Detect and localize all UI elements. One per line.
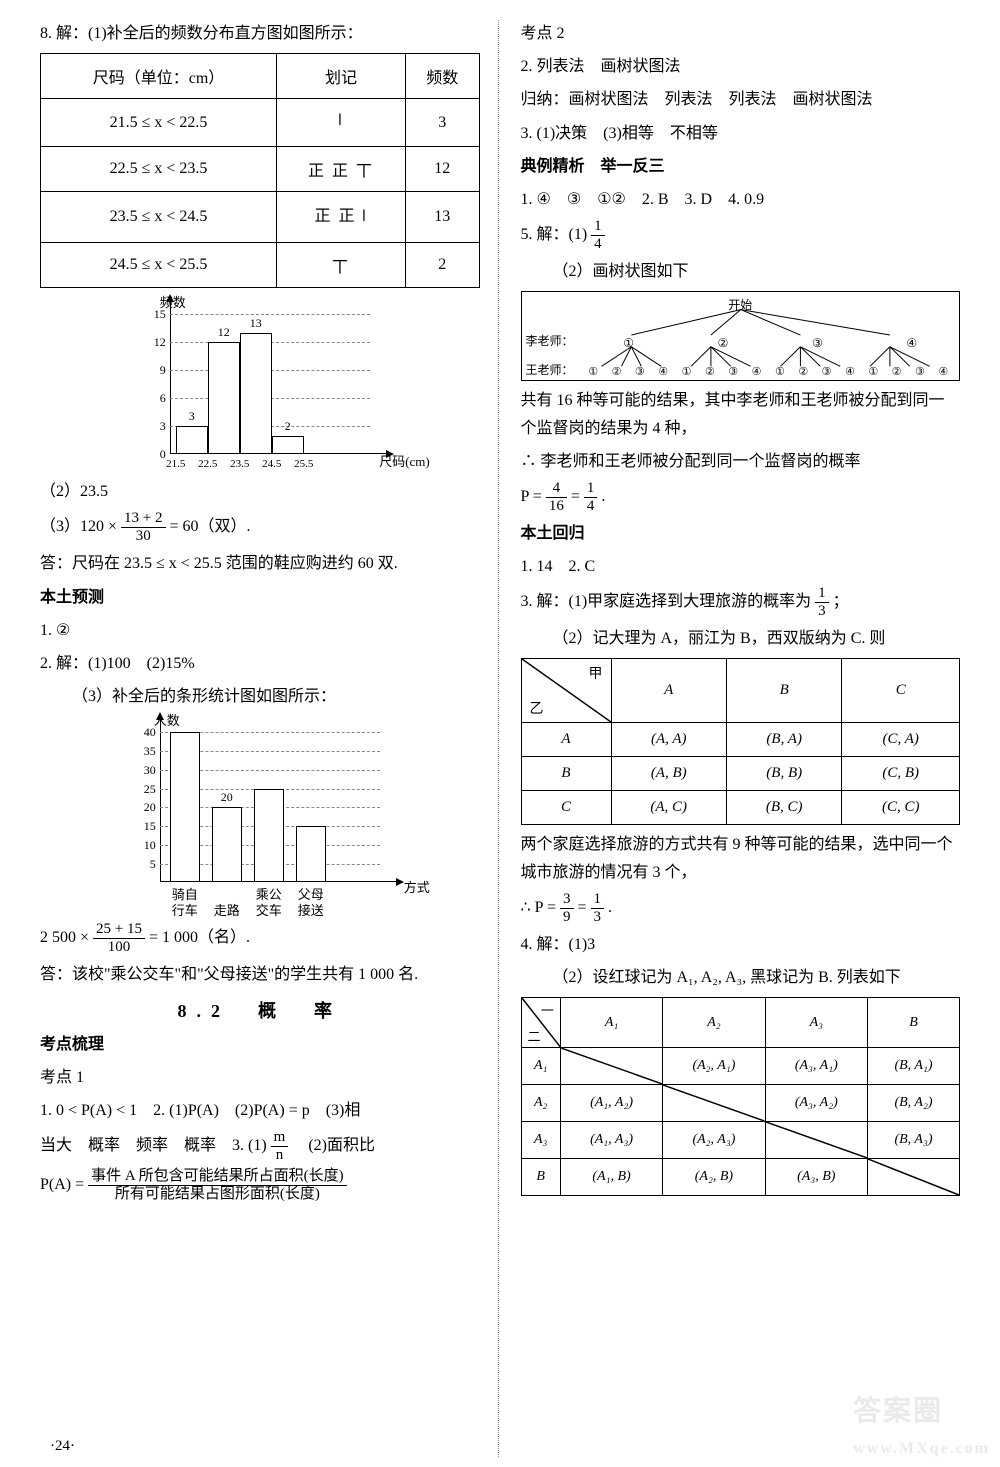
kd2-l3: 3. (1)决策 (3)相等 不相等 — [521, 120, 961, 147]
tree-root: 开始 — [728, 296, 752, 313]
dljx-title: 典例精析 举一反三 — [521, 153, 961, 180]
bthg-title: 本土回归 — [521, 520, 961, 547]
th-freq: 频数 — [405, 54, 479, 99]
hist-bar — [240, 333, 272, 454]
kd1-l2: 当大 概率 频率 概率 3. (1) mn (2)面积比 — [40, 1130, 480, 1163]
q4-2: （2）设红球记为 A₁, A₂, A₃, 黑球记为 B. 列表如下 — [521, 964, 961, 991]
page-number: ·24· — [50, 1438, 75, 1455]
diag-cell: 甲 乙 — [521, 659, 611, 723]
hist-bar — [176, 426, 208, 454]
t3-t1: 两个家庭选择旅游的方式共有 9 种等可能的结果，选中同一个城市旅游的情况有 3 … — [521, 831, 961, 885]
kd1-title: 考点 1 — [40, 1064, 480, 1091]
tree-p: P = 416 = 14 . — [521, 481, 961, 514]
section-title-8-2: 8.2 概 率 — [40, 997, 480, 1023]
bar2-bar — [212, 807, 242, 882]
table-balls: 一 二 A₁ A₂ A₃ B A₁ (A₂, A₁) (A₃, A₁) (B, … — [521, 997, 961, 1196]
th-tally: 划记 — [277, 54, 406, 99]
yuce-2-2: （3）补全后的条形统计图如图所示： — [40, 683, 480, 710]
ans-3-text: 答：尺码在 23.5 ≤ x < 25.5 范围的鞋应购进约 60 双. — [40, 550, 480, 577]
bthg-3-2: （2）记大理为 A，丽江为 B，西双版纳为 C. 则 — [521, 625, 961, 652]
bar2-xlabel: 方式 — [404, 877, 430, 896]
t3-p: ∴ P = 39 = 13 . — [521, 892, 961, 925]
histogram-freq: 频数 尺码(cm) 03691215321.51222.51323.5224.5… — [130, 298, 390, 468]
bar-chart-transport: 人数 方式 510152025303540骑自行车20走路乘公交车父母接送 — [120, 716, 400, 916]
dljx-1: 1. ④ ③ ①② 2. B 3. D 4. 0.9 — [521, 186, 961, 213]
hist-bar — [208, 342, 240, 454]
kd2-l1: 2. 列表法 画树状图法 — [521, 53, 961, 80]
watermark: 答案圈 www.MXqe.com — [853, 1389, 990, 1461]
pa-formula: P(A) = 事件 A 所包含可能结果所占面积(长度)所有可能结果占图形面积(长… — [40, 1169, 480, 1202]
dljx-5-2: （2）画树状图如下 — [521, 258, 961, 285]
bar2-bar — [170, 732, 200, 882]
bar2-bar — [296, 826, 326, 882]
calc-2: 2 500 × 25 + 15100 = 1 000（名）. — [40, 922, 480, 955]
table-row: 23.5 ≤ x < 24.5 正 正 𝍩 13 — [41, 192, 480, 243]
dljx-5: 5. 解：(1) 14 — [521, 219, 961, 252]
kd2-l2: 归纳：画树状图法 列表法 列表法 画树状图法 — [521, 86, 961, 113]
kd2-title: 考点 2 — [521, 20, 961, 47]
q8-header: 8. 解：(1)补全后的频数分布直方图如图所示： — [40, 20, 480, 47]
ans-2: （2）23.5 — [40, 478, 480, 505]
hist-bar — [272, 436, 304, 455]
q4-1: 4. 解：(1)3 — [521, 931, 961, 958]
table-abc: 甲 乙 A B C A (A, A) (B, A) (C, A) B (A, B… — [521, 658, 961, 825]
diag-cell-2: 一 二 — [521, 998, 560, 1048]
table-freq: 尺码（单位：cm） 划记 频数 21.5 ≤ x < 22.5 𝍩 3 22.5… — [40, 53, 480, 288]
tree-diagram: 开始 李老师： 王老师： ①②③④ ①②③④①②③④①②③④①②③④ — [521, 291, 961, 381]
table-row: 22.5 ≤ x < 23.5 正 正 丅 12 — [41, 147, 480, 192]
yuce-1: 1. ② — [40, 617, 480, 644]
ans-3: （3）120 × 13 + 230 = 60（双）. — [40, 511, 480, 544]
yuce-2-1: 2. 解：(1)100 (2)15% — [40, 650, 480, 677]
yuce-title: 本土预测 — [40, 584, 480, 611]
tree-text-1: 共有 16 种等可能的结果，其中李老师和王老师被分配到同一个监督岗的结果为 4 … — [521, 387, 961, 441]
bthg-3-1: 3. 解：(1)甲家庭选择到大理旅游的概率为 13 ； — [521, 586, 961, 619]
bthg-1: 1. 14 2. C — [521, 553, 961, 580]
kd1-l1: 1. 0 < P(A) < 1 2. (1)P(A) (2)P(A) = p (… — [40, 1097, 480, 1124]
table-row: 24.5 ≤ x < 25.5 丅 2 — [41, 243, 480, 288]
table-row: 21.5 ≤ x < 22.5 𝍩 3 — [41, 99, 480, 147]
tree-text-2: ∴ 李老师和王老师被分配到同一个监督岗的概率 — [521, 448, 961, 475]
th-size: 尺码（单位：cm） — [41, 54, 277, 99]
hist-xlabel: 尺码(cm) — [379, 451, 430, 470]
kdsl-title: 考点梳理 — [40, 1031, 480, 1058]
calc-2-ans: 答：该校"乘公交车"和"父母接送"的学生共有 1 000 名. — [40, 961, 480, 988]
bar2-bar — [254, 789, 284, 883]
tree-side-wang: 王老师： — [526, 361, 574, 378]
